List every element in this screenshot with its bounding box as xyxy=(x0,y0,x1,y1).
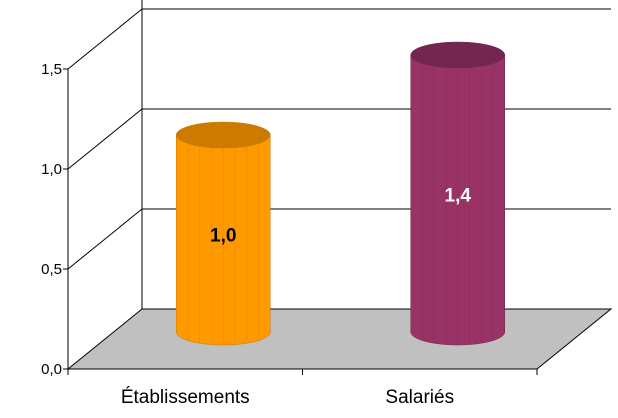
y-tick-label: 1,5 xyxy=(41,61,62,78)
chart-floor xyxy=(66,308,613,370)
axes: 0,0 0,5 1,0 1,5 Établissements Salariés xyxy=(41,61,538,408)
gridline-side xyxy=(67,208,143,270)
bar xyxy=(176,121,271,346)
data-label: 1,0 xyxy=(210,226,236,247)
gridline-side xyxy=(67,108,143,170)
bar-body xyxy=(176,134,271,346)
floor-plane xyxy=(66,308,613,370)
labels: 1,0 1,4 xyxy=(210,186,471,247)
y-tick-label: 0,5 xyxy=(41,261,62,278)
y-tick-label: 0,0 xyxy=(41,361,62,378)
bar xyxy=(410,41,505,346)
y-tick-label: 1,0 xyxy=(41,161,62,178)
gridlines xyxy=(67,0,611,309)
bar-body xyxy=(410,54,505,346)
x-tick-label: Salariés xyxy=(385,387,454,408)
x-tick-label: Établissements xyxy=(121,387,250,408)
bar-top xyxy=(176,121,271,149)
bars xyxy=(176,41,505,346)
gridline-side xyxy=(67,8,143,70)
data-label: 1,4 xyxy=(445,186,472,207)
bar-top xyxy=(410,41,505,69)
